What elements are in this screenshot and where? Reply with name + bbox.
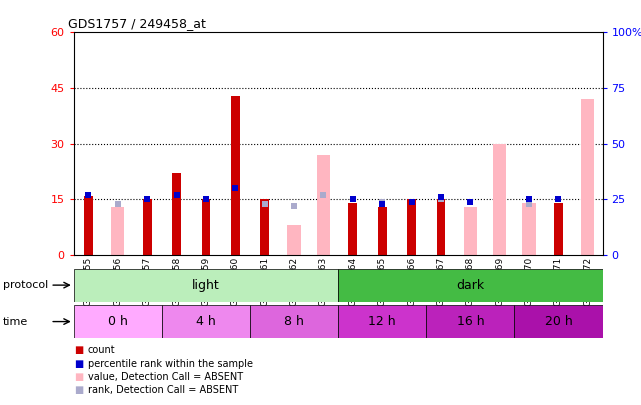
Bar	[378, 207, 387, 255]
Bar	[338, 269, 603, 302]
Bar	[554, 203, 563, 255]
Bar	[493, 144, 506, 255]
Text: light: light	[192, 279, 220, 292]
Text: ■: ■	[74, 372, 83, 382]
Text: ■: ■	[74, 386, 83, 395]
Bar	[172, 173, 181, 255]
Bar	[111, 207, 124, 255]
Bar	[74, 305, 162, 338]
Text: time: time	[3, 317, 28, 326]
Text: 20 h: 20 h	[545, 315, 572, 328]
Text: 8 h: 8 h	[284, 315, 304, 328]
Text: 12 h: 12 h	[369, 315, 396, 328]
Bar	[287, 226, 301, 255]
Text: dark: dark	[456, 279, 485, 292]
Text: 16 h: 16 h	[456, 315, 484, 328]
Bar	[260, 200, 269, 255]
Bar	[426, 305, 514, 338]
Bar	[463, 207, 477, 255]
Text: rank, Detection Call = ABSENT: rank, Detection Call = ABSENT	[88, 386, 238, 395]
Text: 0 h: 0 h	[108, 315, 128, 328]
Text: value, Detection Call = ABSENT: value, Detection Call = ABSENT	[88, 372, 243, 382]
Bar	[581, 99, 594, 255]
Bar	[250, 305, 338, 338]
Bar	[201, 200, 210, 255]
Bar	[349, 203, 357, 255]
Bar	[162, 305, 250, 338]
Text: ■: ■	[74, 359, 83, 369]
Bar	[84, 196, 93, 255]
Bar	[317, 155, 330, 255]
Bar	[407, 200, 416, 255]
Bar	[231, 96, 240, 255]
Bar	[74, 269, 338, 302]
Bar	[338, 305, 426, 338]
Bar	[514, 305, 603, 338]
Text: GDS1757 / 249458_at: GDS1757 / 249458_at	[69, 17, 206, 30]
Text: 4 h: 4 h	[196, 315, 216, 328]
Text: count: count	[88, 345, 115, 355]
Text: protocol: protocol	[3, 280, 49, 290]
Bar	[437, 200, 445, 255]
Text: percentile rank within the sample: percentile rank within the sample	[88, 359, 253, 369]
Bar	[522, 203, 536, 255]
Text: ■: ■	[74, 345, 83, 355]
Bar	[143, 200, 151, 255]
